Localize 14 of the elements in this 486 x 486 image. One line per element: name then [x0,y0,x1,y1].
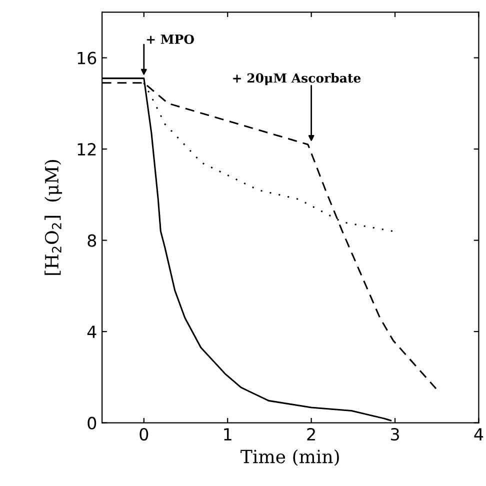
annotation: + MPO [146,34,194,44]
annotation: + 20μM Ascorbate [233,73,361,86]
y-tick-label: 12 [78,143,96,156]
y-tick-label: 4 [87,326,96,338]
x-tick-label: 3 [390,428,399,441]
y-tick-label: 0 [88,416,96,430]
x-tick-label: 1 [224,428,232,440]
x-axis-title: Time (min) [240,449,339,466]
x-tick-label: 2 [307,428,315,440]
y-axis-title: [H$_{2}$O$_{2}$] (μM) [44,160,62,275]
y-tick-label: 16 [78,52,96,64]
x-tick-label: 4 [474,428,484,440]
x-tick-label: 0 [140,428,148,441]
y-tick-label: 8 [88,234,96,247]
